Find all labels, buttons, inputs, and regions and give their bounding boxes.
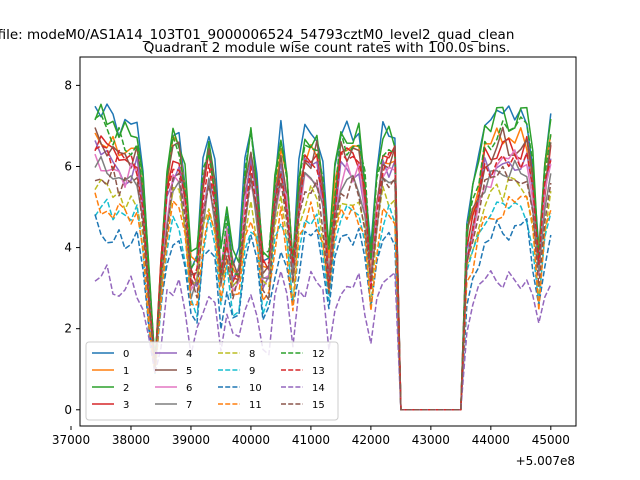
legend-label-10: 10: [249, 383, 262, 394]
legend-label-4: 4: [186, 349, 192, 360]
series-line-12: [94, 113, 552, 411]
legend-label-15: 15: [312, 400, 325, 411]
series-line-9: [94, 198, 552, 411]
y-tick-label: 6: [64, 159, 72, 173]
x-tick-label: 43000: [412, 433, 450, 447]
legend-label-7: 7: [186, 400, 192, 411]
series-line-13: [94, 145, 552, 411]
series-line-15: [94, 165, 552, 411]
legend-label-11: 11: [249, 400, 262, 411]
series-line-10: [94, 214, 552, 411]
legend-label-12: 12: [312, 349, 325, 360]
y-tick-label: 4: [64, 241, 72, 255]
legend-label-5: 5: [186, 366, 192, 377]
plot-area: [94, 103, 552, 411]
y-tick-label: 2: [64, 322, 72, 336]
legend-label-13: 13: [312, 366, 325, 377]
x-tick-label: 39000: [172, 433, 210, 447]
legend-label-0: 0: [123, 349, 129, 360]
x-tick-label: 40000: [232, 433, 270, 447]
x-tick-label: 45000: [532, 433, 570, 447]
legend-label-3: 3: [123, 400, 129, 411]
series-line-5: [94, 126, 552, 411]
x-tick-label: 44000: [472, 433, 510, 447]
figure-suptitle: a file: modeM0/AS1A14_103T01_9000006524_…: [0, 27, 514, 43]
axes-frame: [79, 56, 577, 427]
legend-label-1: 1: [123, 366, 129, 377]
chart-title: Quadrant 2 module wise count rates with …: [144, 40, 510, 56]
series-line-11: [94, 192, 552, 411]
x-axis: 37000 38000 39000 40000 41000 42000 43000 44000…: [52, 426, 570, 447]
legend-label-6: 6: [186, 383, 192, 394]
y-tick-label: 8: [64, 78, 72, 92]
legend-label-14: 14: [312, 383, 325, 394]
x-tick-label: 38000: [112, 433, 150, 447]
x-tick-label: 41000: [292, 433, 330, 447]
x-offset-label: +5.007e8: [516, 454, 575, 468]
legend-label-9: 9: [249, 366, 255, 377]
y-axis: 0 2 4 6 8: [64, 78, 80, 417]
y-tick-label: 0: [64, 403, 72, 417]
legend-frame: [85, 341, 339, 421]
x-tick-label: 37000: [52, 433, 90, 447]
legend-label-2: 2: [123, 383, 129, 394]
legend-label-8: 8: [249, 349, 255, 360]
series-line-14: [94, 264, 552, 411]
x-tick-label: 42000: [352, 433, 390, 447]
